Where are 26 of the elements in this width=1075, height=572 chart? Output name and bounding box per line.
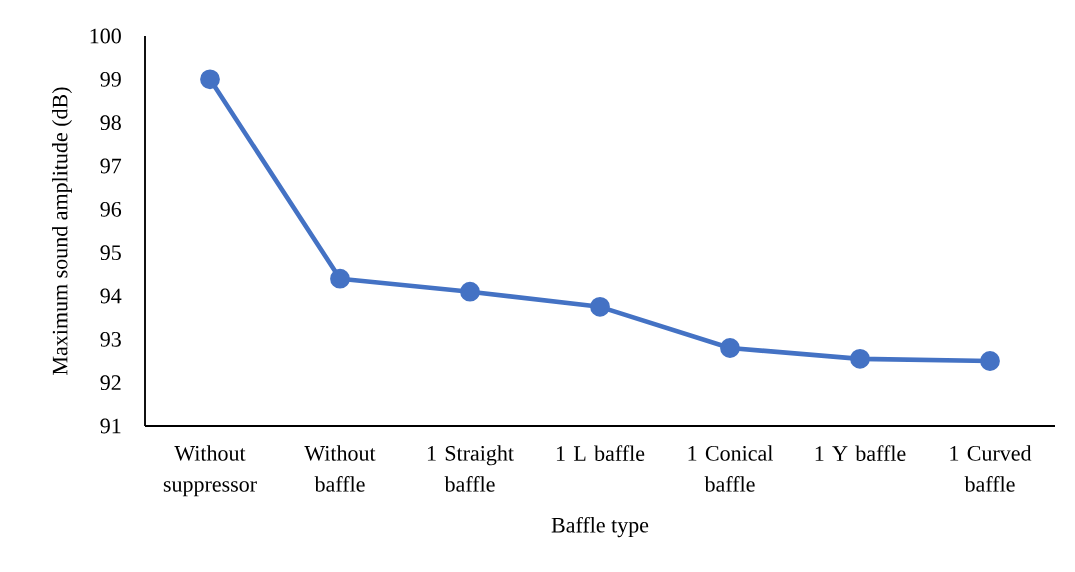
point: [850, 348, 870, 369]
y-tick-label: 91: [100, 418, 121, 434]
x-tick-label: Without suppressor: [163, 445, 257, 497]
point: [980, 351, 1000, 371]
y-tick-label: 97: [100, 158, 122, 174]
point: [200, 69, 220, 90]
x-tick-label: 1 Y baffle: [815, 445, 906, 461]
x-tick-label: 1 Straight baffle: [427, 445, 514, 492]
x-tick-label: 1 Curved baffle: [950, 445, 1032, 492]
y-tick-label: 94: [100, 288, 122, 304]
y-tick-label: 99: [100, 71, 121, 87]
x-tick-label: 1 L baffle: [556, 445, 645, 461]
point: [460, 281, 480, 302]
y-tick-label: 93: [100, 331, 121, 347]
y-tick-label: 100: [90, 28, 121, 44]
y-tick-label: 92: [100, 375, 121, 391]
point: [590, 296, 610, 317]
x-axis-title: Baffle type: [551, 516, 649, 538]
x-tick-label: 1 Conical baffle: [688, 445, 773, 492]
point: [720, 338, 740, 358]
y-tick-label: 96: [100, 201, 122, 217]
y-axis-title: Maximum sound amplitude (dB): [52, 87, 72, 375]
x-tick-label: Without baffle: [304, 445, 376, 492]
y-tick-label: 95: [100, 245, 121, 261]
point: [330, 268, 350, 289]
y-tick-label: 98: [100, 115, 121, 131]
